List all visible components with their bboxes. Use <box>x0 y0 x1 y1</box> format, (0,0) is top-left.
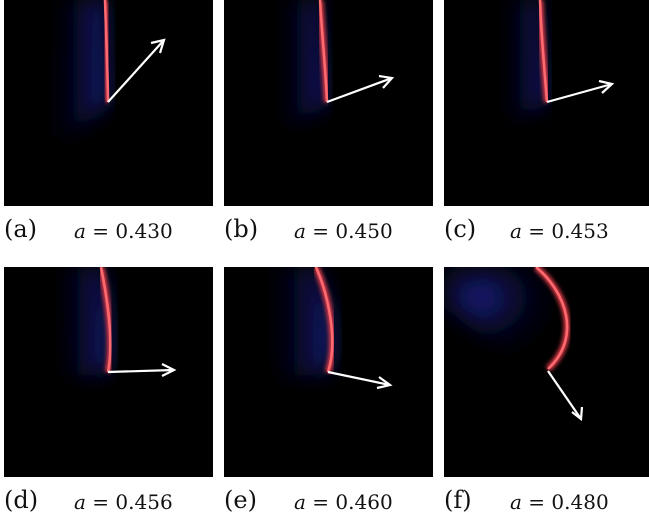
panel-c-glow <box>499 0 547 125</box>
panel-f <box>444 267 649 477</box>
panel-a-arrow <box>107 39 165 103</box>
panel-e-image <box>259 267 393 390</box>
caption-b-value: a = 0.450 <box>294 219 393 243</box>
panel-e-glow <box>259 267 335 379</box>
panel-d-arrow <box>107 368 175 374</box>
panel-c-arrow <box>546 82 613 104</box>
caption-b: (b) a = 0.450 <box>224 213 433 243</box>
caption-c: (c) a = 0.453 <box>444 213 649 243</box>
panel-e-arrow <box>327 370 391 387</box>
panel-b-arrow <box>326 76 393 104</box>
caption-c-label: (c) <box>444 215 477 243</box>
panel-f-glow <box>444 267 568 369</box>
panel-c <box>444 0 649 206</box>
panel-b <box>224 0 433 206</box>
panel-e <box>224 267 433 477</box>
caption-d-value: a = 0.456 <box>74 490 173 514</box>
panel-f-arrow <box>547 370 582 420</box>
caption-f: (f) a = 0.480 <box>444 484 649 514</box>
panel-b-image <box>274 0 395 135</box>
caption-e-value: a = 0.460 <box>294 490 393 514</box>
caption-f-value: a = 0.480 <box>510 490 609 514</box>
caption-a: (a) a = 0.430 <box>4 213 213 243</box>
panel-a-glow <box>44 0 109 150</box>
panel-b-glow <box>274 0 327 135</box>
caption-e-label: (e) <box>224 486 257 514</box>
caption-a-value: a = 0.430 <box>74 219 173 243</box>
panel-c-image <box>499 0 615 125</box>
panel-a <box>4 0 213 206</box>
caption-a-label: (a) <box>4 215 38 243</box>
caption-d-label: (d) <box>4 486 39 514</box>
caption-f-label: (f) <box>444 486 472 514</box>
caption-e: (e) a = 0.460 <box>224 484 433 514</box>
caption-c-value: a = 0.453 <box>510 219 609 243</box>
panel-d <box>4 267 213 477</box>
caption-d: (d) a = 0.456 <box>4 484 213 514</box>
panel-f-image <box>444 267 584 422</box>
caption-b-label: (b) <box>224 215 259 243</box>
panel-a-image <box>44 0 166 150</box>
panel-d-image <box>49 267 177 379</box>
panel-d-glow <box>49 267 112 379</box>
